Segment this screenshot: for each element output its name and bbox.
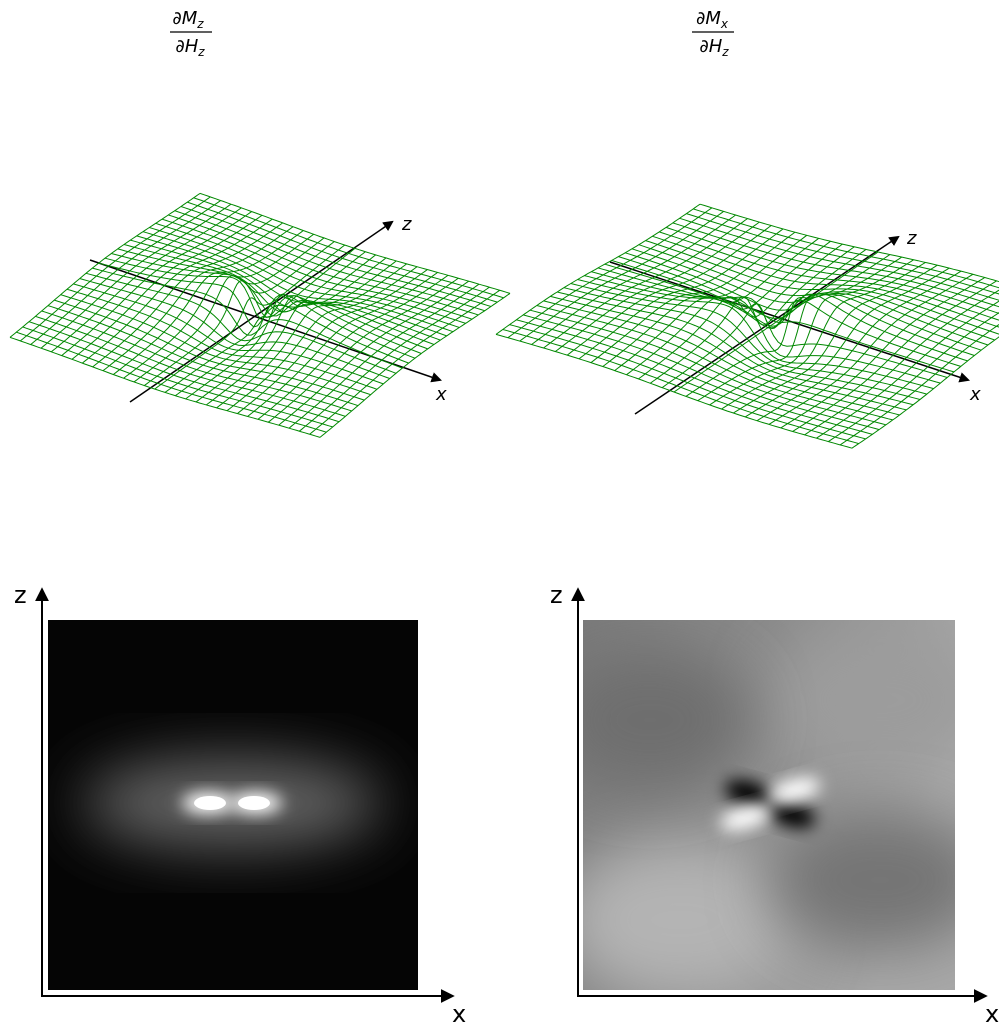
z-label: z bbox=[550, 581, 563, 609]
mesh-line bbox=[744, 267, 950, 418]
mesh-line bbox=[174, 210, 485, 312]
x-label: x bbox=[452, 1000, 466, 1025]
mesh-line bbox=[529, 309, 887, 426]
mesh-line bbox=[298, 286, 490, 432]
mesh-line bbox=[816, 300, 999, 439]
mesh-line bbox=[71, 214, 263, 360]
mesh-line bbox=[649, 246, 855, 384]
mesh-line bbox=[16, 331, 327, 433]
mesh-line bbox=[9, 336, 321, 438]
mesh-line bbox=[661, 248, 867, 389]
mesh-line bbox=[699, 203, 999, 283]
x-label: x bbox=[435, 384, 447, 405]
mesh-line bbox=[187, 201, 498, 303]
mesh-line bbox=[839, 323, 999, 446]
mesh-line bbox=[309, 289, 500, 435]
mesh-line bbox=[851, 336, 999, 449]
mesh-line bbox=[319, 292, 511, 438]
mesh-line bbox=[679, 217, 999, 301]
mesh-line bbox=[193, 197, 504, 299]
mesh-line bbox=[195, 257, 387, 403]
mesh-line bbox=[686, 213, 999, 295]
label-numerator: ∂Mz bbox=[172, 8, 204, 31]
label-numerator: ∂Mx bbox=[696, 8, 729, 31]
mesh-line bbox=[288, 283, 480, 429]
z-label: z bbox=[401, 214, 412, 235]
mesh-line bbox=[226, 266, 418, 412]
mesh-line bbox=[180, 206, 492, 307]
z-label: z bbox=[906, 228, 917, 249]
mesh-line bbox=[672, 222, 999, 308]
mesh-line bbox=[523, 314, 880, 431]
surface bbox=[495, 203, 999, 449]
z-axis bbox=[634, 235, 900, 415]
z-label: z bbox=[14, 581, 27, 609]
density-map bbox=[48, 620, 418, 990]
mesh-line bbox=[828, 312, 999, 443]
density-map bbox=[583, 620, 955, 990]
mesh-line bbox=[693, 208, 999, 289]
x-axis bbox=[609, 261, 970, 383]
label-denominator: ∂Hz bbox=[175, 36, 205, 59]
mesh-line bbox=[804, 289, 999, 436]
mesh-line bbox=[507, 207, 713, 339]
x-label: x bbox=[985, 1000, 999, 1025]
mesh-line bbox=[168, 214, 479, 316]
mesh-line bbox=[81, 218, 273, 364]
mesh-line bbox=[495, 203, 701, 335]
mesh-line bbox=[563, 287, 921, 400]
mesh-line bbox=[278, 280, 469, 426]
label-denominator: ∂Hz bbox=[699, 36, 729, 59]
mesh-line bbox=[665, 226, 999, 314]
x-label: x bbox=[969, 384, 981, 405]
surface bbox=[9, 192, 511, 438]
z-axis bbox=[129, 220, 394, 403]
mesh-line bbox=[733, 264, 938, 414]
mesh-line bbox=[199, 192, 511, 294]
